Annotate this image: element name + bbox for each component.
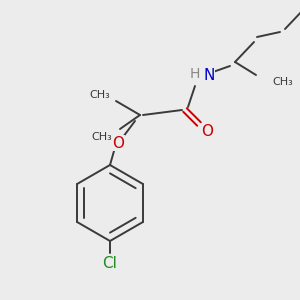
Text: CH₃: CH₃ xyxy=(90,90,110,100)
Text: O: O xyxy=(201,124,213,140)
Text: Cl: Cl xyxy=(103,256,117,271)
Text: N: N xyxy=(203,68,215,82)
Text: CH₃: CH₃ xyxy=(272,77,293,87)
Text: H: H xyxy=(190,67,200,81)
Text: O: O xyxy=(112,136,124,151)
Text: CH₃: CH₃ xyxy=(92,132,112,142)
